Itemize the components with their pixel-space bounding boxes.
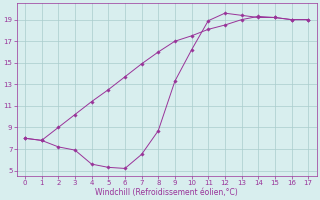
X-axis label: Windchill (Refroidissement éolien,°C): Windchill (Refroidissement éolien,°C) (95, 188, 238, 197)
